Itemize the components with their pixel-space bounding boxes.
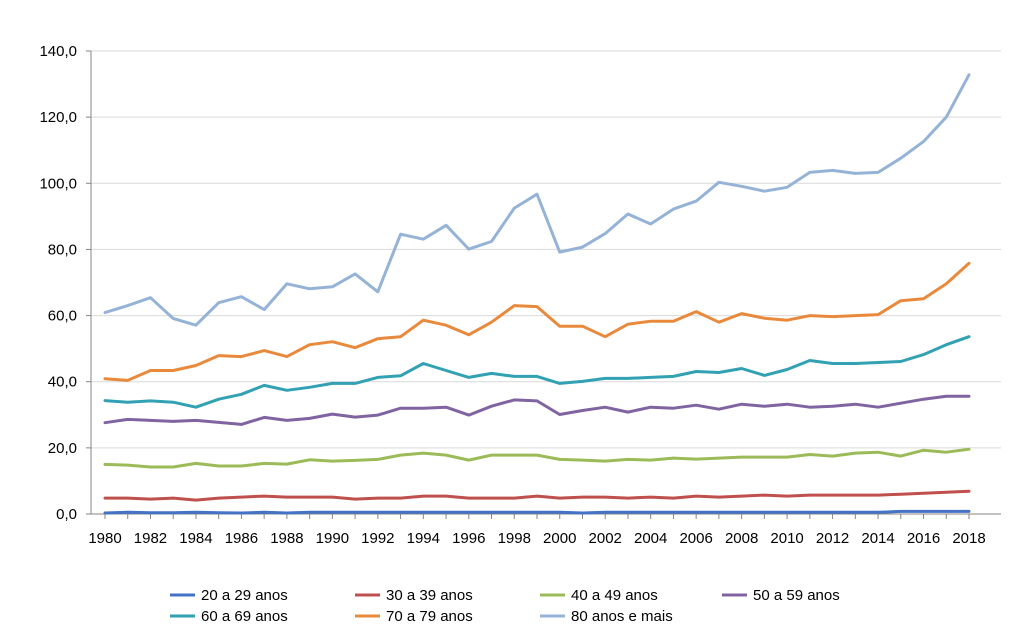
gridlines: [91, 50, 1001, 449]
y-tick-label: 60,0: [48, 308, 77, 325]
y-tick-label: 120,0: [39, 109, 77, 126]
x-tick-label: 1990: [316, 530, 349, 547]
axes: [90, 51, 1001, 515]
series-line: [103, 509, 971, 515]
series-line: [103, 335, 971, 409]
x-tick-label: 2004: [634, 530, 667, 547]
x-tick-label: 1996: [452, 530, 485, 547]
x-tick-label: 1982: [134, 530, 167, 547]
legend-label: 80 anos e mais: [571, 608, 673, 625]
x-tick-label: 1986: [225, 530, 258, 547]
legend-label: 70 a 79 anos: [386, 608, 473, 625]
y-tick-label: 40,0: [48, 374, 77, 391]
series-lines: [103, 73, 971, 515]
x-tick-label: 2018: [952, 530, 985, 547]
y-tick-label: 0,0: [56, 506, 77, 523]
series-line: [103, 447, 971, 469]
legend: 20 a 29 anos 30 a 39 anos 40 a 49 anos 50 a…: [170, 587, 840, 625]
series-line: [103, 489, 971, 502]
x-tick-label: 1992: [361, 530, 394, 547]
x-tick-label: 1998: [498, 530, 531, 547]
legend-label: 50 a 59 anos: [753, 587, 840, 604]
x-tick-label: 2000: [543, 530, 576, 547]
series-line: [103, 73, 971, 327]
x-tick-label: 1988: [270, 530, 303, 547]
y-tick-label: 20,0: [48, 440, 77, 457]
y-tick-label: 100,0: [39, 175, 77, 192]
x-tick-label: 2014: [861, 530, 894, 547]
x-tick-label: 2016: [907, 530, 940, 547]
x-tick-label: 2010: [770, 530, 803, 547]
series-line: [103, 394, 971, 426]
legend-label: 60 a 69 anos: [201, 608, 288, 625]
x-axis-ticks: 1980 1982 1984 1986 1988 1990 1992 1994 1996 1998…: [88, 514, 986, 547]
x-tick-label: 1994: [407, 530, 440, 547]
legend-label: 20 a 29 anos: [201, 587, 288, 604]
legend-label: 40 a 49 anos: [571, 587, 658, 604]
legend-label: 30 a 39 anos: [386, 587, 473, 604]
y-axis-ticks: 0,0 20,0 40,0 60,0 80,0 100,0 120,0 140,0: [39, 43, 91, 523]
x-tick-label: 1980: [88, 530, 121, 547]
x-tick-label: 1984: [179, 530, 212, 547]
series-line: [103, 261, 971, 382]
x-tick-label: 2002: [589, 530, 622, 547]
y-tick-label: 140,0: [39, 43, 77, 60]
x-tick-label: 2008: [725, 530, 758, 547]
x-tick-label: 2012: [816, 530, 849, 547]
y-tick-label: 80,0: [48, 241, 77, 258]
x-tick-label: 2006: [679, 530, 712, 547]
